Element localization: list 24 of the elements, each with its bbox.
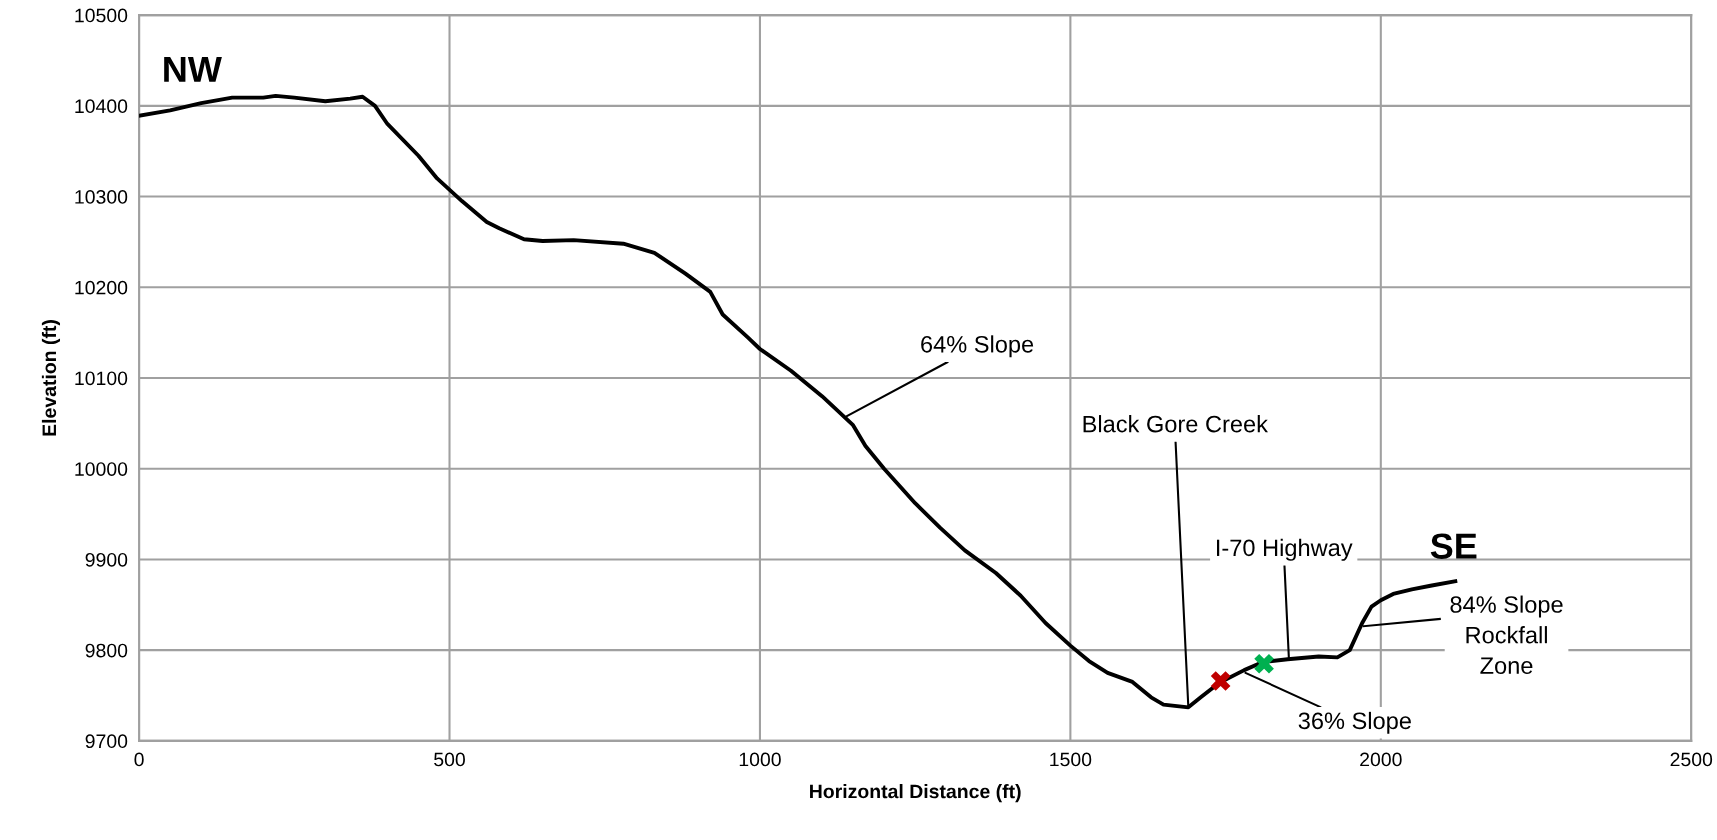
x-tick-label: 500	[434, 752, 465, 767]
y-tick-label: 9800	[85, 643, 128, 658]
y-axis-title: Elevation (ft)	[41, 320, 61, 436]
y-tick-label: 9900	[85, 552, 128, 567]
annotation: SE	[1430, 533, 1477, 559]
x-tick-label: 1500	[1050, 752, 1092, 767]
y-tick-label: 9700	[85, 734, 128, 749]
annotation: Black Gore Creek	[1083, 415, 1268, 433]
annotation: 64% Slope	[921, 335, 1034, 358]
y-tick-label: 10100	[75, 371, 128, 386]
x-tick-label: 0	[134, 752, 144, 767]
x-tick-label: 2000	[1360, 752, 1402, 767]
x-tick-label: 2500	[1670, 752, 1713, 767]
annotation: 36% Slope	[1298, 711, 1411, 734]
y-tick-label: 10500	[75, 8, 128, 23]
y-tick-label: 10000	[75, 462, 128, 476]
annotation: I-70 Highway	[1217, 538, 1353, 561]
x-tick-label: 1000	[739, 752, 781, 767]
annotation: 84% Slope Rockfall Zone	[1450, 595, 1563, 674]
y-tick-label: 10200	[75, 280, 128, 295]
y-tick-label: 10300	[75, 190, 128, 204]
annotation: NW	[164, 56, 222, 82]
x-axis-title: Horizontal Distance (ft)	[810, 784, 1021, 803]
y-tick-label: 10400	[75, 99, 128, 114]
